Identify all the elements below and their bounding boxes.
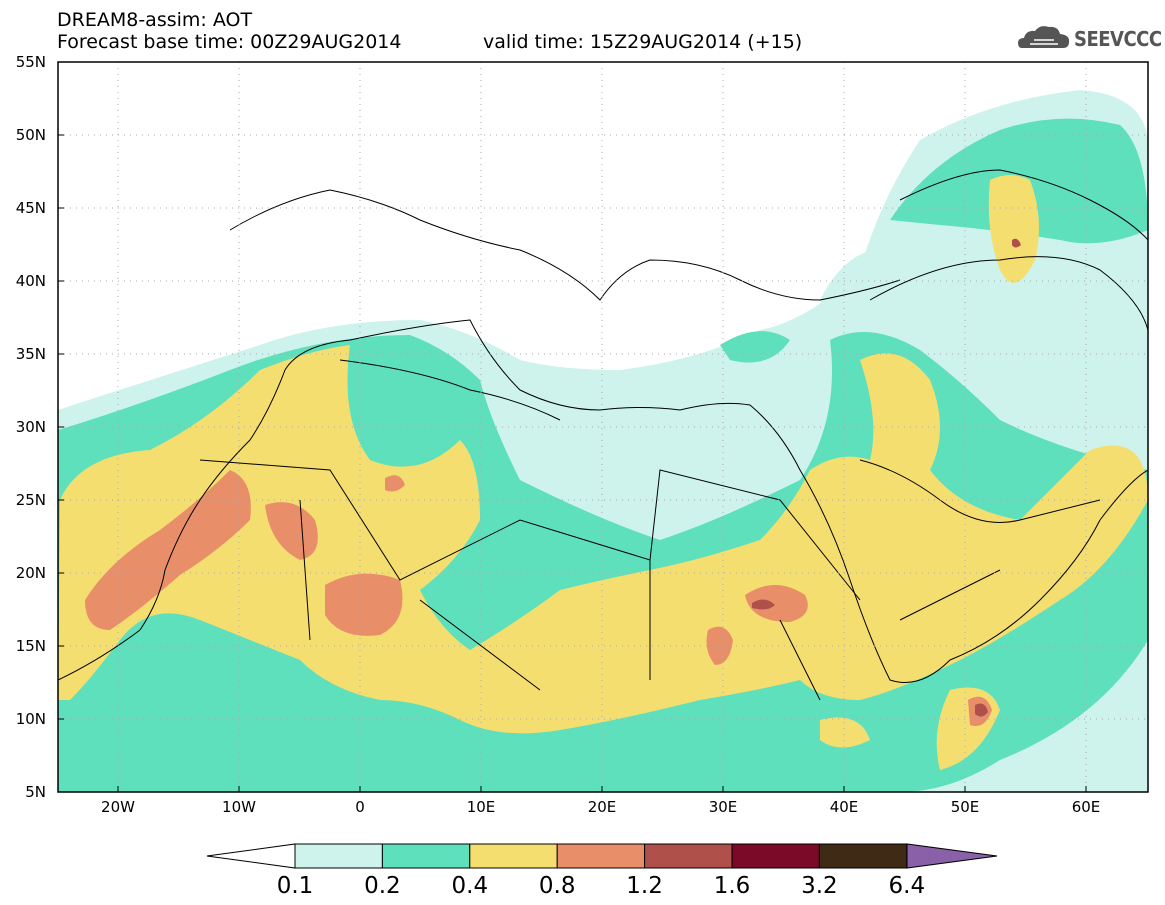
lat-label: 30N	[15, 418, 46, 436]
colorbar-cell	[294, 843, 383, 869]
colorbar-cell	[556, 843, 646, 869]
lat-label: 45N	[15, 199, 46, 217]
valid-time: valid time: 15Z29AUG2014 (+15)	[483, 31, 803, 53]
colorbar-high-arrow	[906, 843, 998, 869]
colorbar-cell	[644, 843, 733, 869]
colorbar-label: 1.6	[713, 873, 751, 899]
aot-band-0.8	[385, 475, 405, 492]
coastlines	[58, 169, 1148, 701]
aot-band-0.4	[820, 717, 870, 748]
lat-label: 40N	[15, 272, 46, 290]
logo-text: SEEVCCC	[1074, 27, 1162, 51]
aot-band-0.8	[85, 470, 251, 630]
lat-label: 50N	[15, 126, 46, 144]
aot-band-0.4	[988, 175, 1039, 283]
colorbar-cell	[381, 843, 471, 869]
lat-label: 25N	[15, 491, 46, 509]
lon-label: 40E	[829, 798, 859, 816]
lon-label: 20W	[101, 798, 135, 816]
colorbar-cell	[818, 843, 908, 869]
lon-label: 10W	[222, 798, 256, 816]
aot-band-1.2	[975, 703, 988, 717]
aot-band-0.8	[745, 585, 808, 622]
colorbar-label: 0.4	[451, 873, 489, 899]
aot-band-0.8	[265, 502, 318, 560]
lat-label: 20N	[15, 564, 46, 582]
lat-label: 35N	[15, 345, 46, 363]
aot-band-0.8	[706, 626, 733, 665]
lat-label: 5N	[25, 783, 46, 801]
colorbar-label: 6.4	[888, 873, 926, 899]
forecast-base-time: Forecast base time: 00Z29AUG2014	[57, 31, 402, 53]
colorbar-label: 1.2	[626, 873, 663, 899]
tick-marks	[58, 61, 1087, 793]
colorbar-label: 0.1	[276, 873, 314, 899]
map-title: DREAM8-assim: AOT	[57, 9, 253, 31]
lon-label: 50E	[950, 798, 980, 816]
lon-label: 10E	[466, 798, 496, 816]
colorbar	[206, 843, 998, 869]
colorbar-cell	[469, 843, 558, 869]
aot-band-0.8	[325, 573, 403, 636]
aot-band-0.4	[58, 345, 1148, 734]
aot-band-0.2	[720, 331, 790, 363]
colorbar-label: 0.2	[364, 873, 401, 899]
lon-label: 20E	[587, 798, 617, 816]
colorbar-low-arrow	[206, 843, 296, 869]
aot-field	[58, 90, 1148, 792]
lon-label: 30E	[708, 798, 738, 816]
colorbar-label: 3.2	[801, 873, 838, 899]
lat-label: 55N	[15, 53, 46, 71]
lon-label: 60E	[1071, 798, 1101, 816]
aot-band-1.2	[752, 599, 775, 610]
colorbar-label: 0.8	[538, 873, 576, 899]
aot-band-1.2	[1012, 238, 1021, 248]
lat-label: 15N	[15, 637, 46, 655]
cloud-logo-icon	[1018, 26, 1070, 48]
lon-label: 0	[355, 798, 365, 816]
lat-label: 10N	[15, 710, 46, 728]
colorbar-cell	[731, 843, 820, 869]
